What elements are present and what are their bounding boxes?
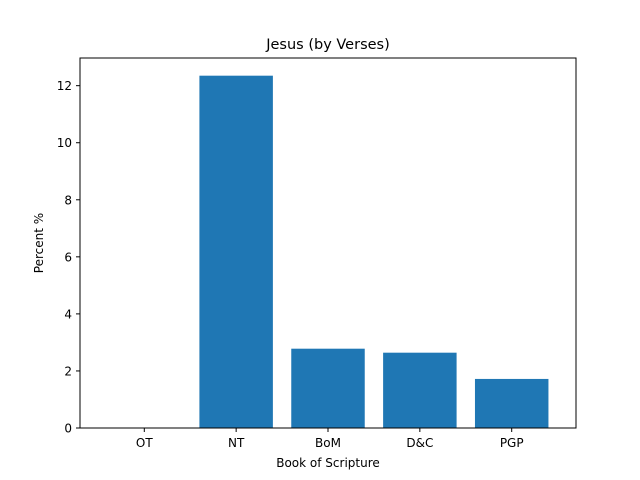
- x-tick-label: D&C: [406, 436, 433, 450]
- chart-title: Jesus (by Verses): [265, 37, 390, 53]
- y-tick-label: 0: [64, 422, 72, 436]
- y-axis-title: Percent %: [32, 213, 46, 273]
- x-tick-label: PGP: [500, 436, 524, 450]
- y-tick-label: 8: [64, 193, 72, 207]
- bar-d-c: [383, 352, 457, 428]
- x-axis-ticks: OT NT BoM D&C PGP: [136, 428, 524, 450]
- y-tick-label: 4: [64, 307, 72, 321]
- x-axis-title: Book of Scripture: [276, 456, 380, 470]
- bar-bom: [291, 348, 365, 428]
- y-axis-ticks: 0 2 4 6 8 10 12: [57, 79, 80, 436]
- bar-nt: [199, 75, 273, 428]
- bars-group: [199, 75, 549, 428]
- plot-frame: [79, 57, 577, 429]
- bar-pgp: [474, 378, 549, 428]
- y-tick-label: 6: [64, 250, 72, 264]
- x-tick-label: BoM: [315, 436, 341, 450]
- y-tick-label: 2: [64, 364, 72, 378]
- x-tick-label: OT: [136, 436, 153, 450]
- y-tick-label: 10: [57, 136, 72, 150]
- y-tick-label: 12: [57, 79, 72, 93]
- x-tick-label: NT: [228, 436, 245, 450]
